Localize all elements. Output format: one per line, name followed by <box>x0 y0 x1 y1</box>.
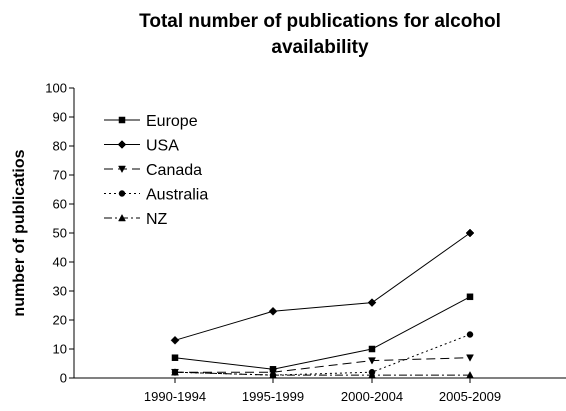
y-tick-label: 100 <box>45 81 67 96</box>
data-point-europe <box>171 354 179 361</box>
data-point-nz <box>269 371 277 379</box>
data-point-usa <box>170 335 180 345</box>
y-tick-label: 80 <box>53 139 67 154</box>
legend-item-usa: USA <box>104 138 179 155</box>
x-tick-label: 2000-2004 <box>341 389 403 404</box>
x-tick-label: 1995-1999 <box>242 389 304 404</box>
chart-title-line-1: Total number of publications for alcohol <box>139 11 501 32</box>
data-point-nz <box>171 368 179 376</box>
legend-label: USA <box>146 138 179 155</box>
data-point-canada <box>466 354 474 362</box>
legend-swatch-marker <box>118 213 126 222</box>
y-tick-label: 50 <box>53 226 67 241</box>
legend-label: Australia <box>146 187 208 204</box>
y-tick-label: 40 <box>53 255 67 270</box>
data-point-canada <box>368 357 376 365</box>
series-layer <box>170 228 475 379</box>
legend-label: Canada <box>146 162 202 179</box>
y-axis-ticks: 0 10 20 30 40 50 60 70 80 90 100 <box>45 81 74 386</box>
legend-item-europe: Europe <box>104 113 198 130</box>
data-point-usa <box>268 306 278 316</box>
y-tick-label: 0 <box>60 371 67 386</box>
series-canada <box>171 354 474 377</box>
y-tick-label: 10 <box>53 342 67 357</box>
y-tick-label: 20 <box>53 313 67 328</box>
series-usa <box>170 228 475 345</box>
y-tick-label: 30 <box>53 284 67 299</box>
series-nz <box>171 368 474 379</box>
y-tick-label: 70 <box>53 168 67 183</box>
data-point-europe <box>368 345 376 353</box>
legend-swatch-marker <box>118 116 126 124</box>
data-point-nz <box>466 371 474 379</box>
data-point-nz <box>368 371 376 379</box>
legend-swatch-marker <box>117 140 127 149</box>
legend: Europe USA Canada Australia NZ <box>104 113 208 228</box>
series-line-nz <box>174 371 470 376</box>
series-europe <box>171 293 474 373</box>
data-point-usa <box>367 298 377 307</box>
x-tick-label: 2005-2009 <box>439 389 501 404</box>
x-axis-ticks: 1990-1994 1995-1999 2000-2004 2005-2009 <box>144 378 501 404</box>
data-point-australia <box>466 331 474 338</box>
legend-swatch-marker <box>118 190 126 197</box>
chart-title-line-2: availability <box>271 37 369 58</box>
x-tick-label: 1990-1994 <box>144 389 206 404</box>
y-axis-label: number of publicatios <box>11 149 28 316</box>
legend-item-nz: NZ <box>104 211 168 228</box>
legend-label: Europe <box>146 113 198 130</box>
series-line-canada <box>175 357 471 373</box>
y-tick-label: 90 <box>53 110 67 125</box>
data-point-europe <box>466 293 474 301</box>
legend-item-canada: Canada <box>104 162 202 179</box>
series-australia <box>171 331 474 379</box>
series-line-australia <box>174 334 471 376</box>
legend-item-australia: Australia <box>104 187 208 204</box>
y-tick-label: 60 <box>53 197 67 212</box>
legend-swatch-marker <box>118 165 126 174</box>
legend-label: NZ <box>146 211 168 228</box>
series-line-europe <box>174 296 471 370</box>
series-line-usa <box>174 232 471 341</box>
data-point-usa <box>465 228 475 238</box>
